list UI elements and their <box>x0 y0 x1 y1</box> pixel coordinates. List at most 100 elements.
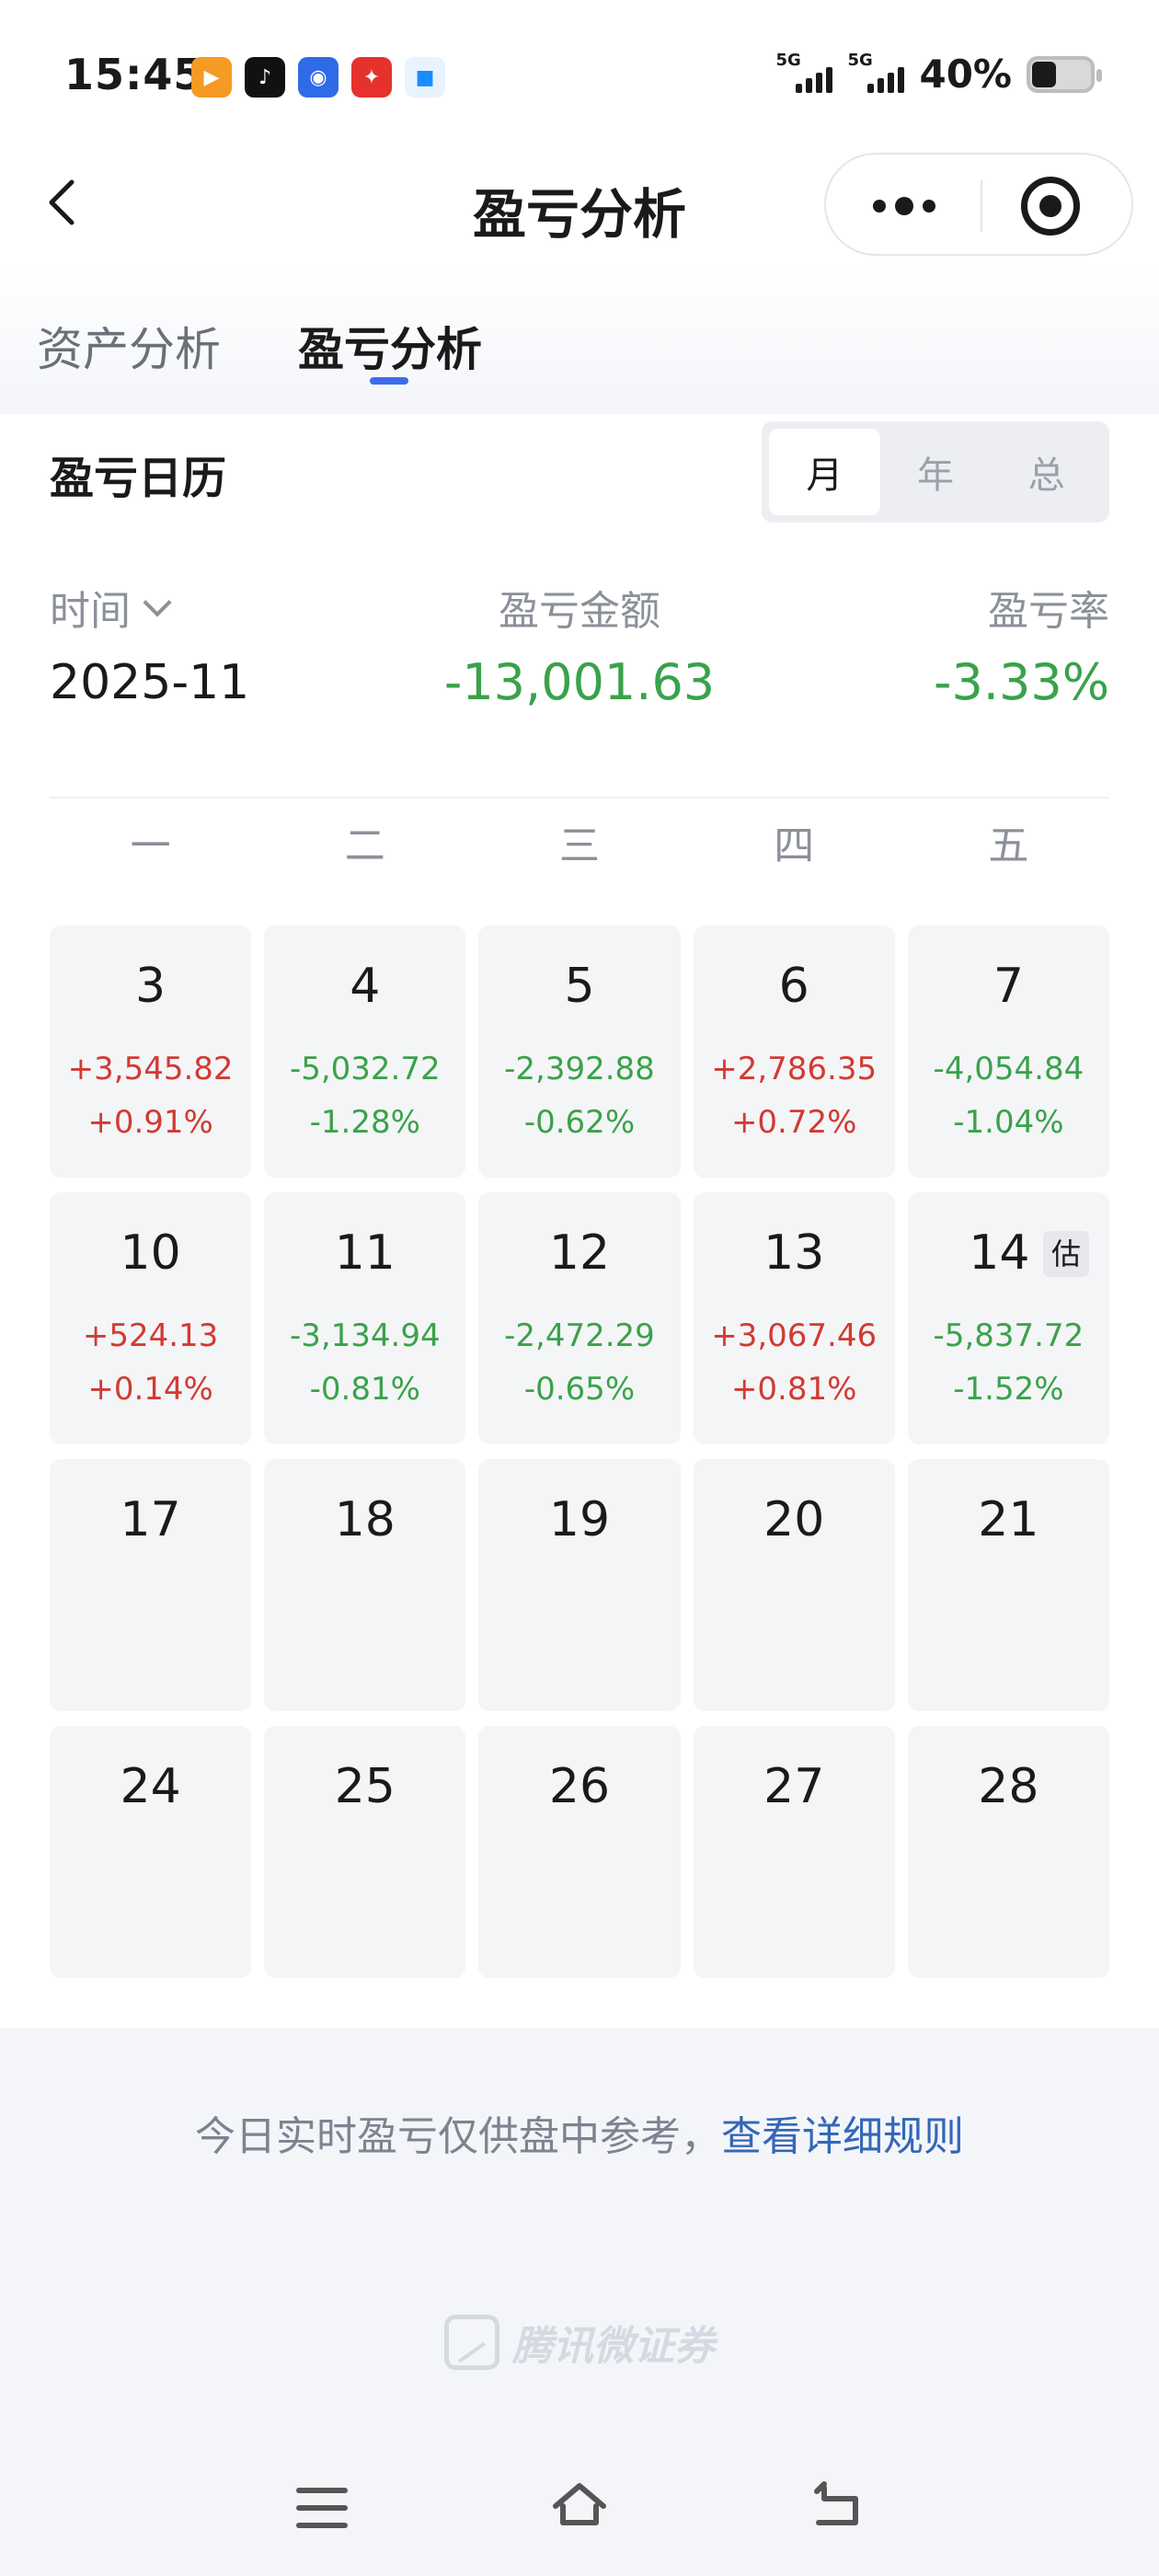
brand-watermark: 腾讯微证券 <box>0 2313 1159 2372</box>
day-pnl-amount: +2,786.35 <box>711 1051 878 1087</box>
home-icon[interactable] <box>550 2478 609 2534</box>
calendar-day-cell[interactable]: 21 <box>907 1459 1109 1711</box>
day-number: 10 <box>120 1225 181 1281</box>
watermark-text: 腾讯微证券 <box>512 2323 715 2370</box>
weekday-fri: 五 <box>988 822 1029 869</box>
segment-month[interactable]: 月 <box>769 429 880 515</box>
calendar-day-cell[interactable]: 26 <box>478 1726 681 1978</box>
tab-pnl-analysis[interactable]: 盈亏分析 <box>298 323 482 376</box>
day-pnl-amount: -5,837.72 <box>933 1317 1084 1354</box>
realtime-notice: 今日实时盈亏仅供盘中参考，查看详细规则 <box>0 2103 1159 2162</box>
day-pnl-rate: -0.65% <box>523 1371 636 1408</box>
day-number: 4 <box>350 959 381 1014</box>
calendar-day-cell[interactable]: 3 +3,545.82 +0.91% <box>50 926 252 1178</box>
day-pnl-amount: -3,134.94 <box>289 1317 441 1354</box>
month-pnl-amount: -13,001.63 <box>443 653 716 711</box>
calendar-day-cell[interactable]: 7 -4,054.84 -1.04% <box>907 926 1109 1178</box>
close-target-icon[interactable] <box>1021 177 1080 236</box>
calendar-day-cell[interactable]: 5 -2,392.88 -0.62% <box>478 926 681 1178</box>
day-number: 13 <box>763 1225 825 1281</box>
calendar-day-cell[interactable]: 14 估 -5,837.72 -1.52% <box>907 1192 1109 1444</box>
day-number: 26 <box>548 1759 611 1814</box>
notification-app-icons: ▶ ♪ ◉ ✦ ■ <box>191 57 445 98</box>
calendar-day-cell[interactable]: 19 <box>478 1459 681 1711</box>
day-number: 24 <box>120 1759 181 1814</box>
tab-asset-analysis[interactable]: 资产分析 <box>37 323 221 376</box>
calendar-day-cell[interactable]: 20 <box>693 1459 895 1711</box>
selected-month[interactable]: 2025-11 <box>50 655 250 710</box>
day-pnl-rate: +0.72% <box>730 1104 857 1141</box>
weekday-tue: 二 <box>344 822 385 869</box>
rate-label: 盈亏率 <box>988 588 1109 635</box>
signal-1-icon: 5G <box>775 51 833 93</box>
back-nav-icon[interactable] <box>809 2478 865 2534</box>
tiktok-icon: ♪ <box>245 57 285 98</box>
cloud-app-icon: ■ <box>405 57 445 98</box>
day-number: 7 <box>993 959 1024 1014</box>
tab-bar <box>0 267 1159 414</box>
month-pnl-rate: -3.33% <box>933 653 1109 711</box>
back-button[interactable] <box>37 175 92 230</box>
status-indicators: 5G 5G 40% <box>775 51 1102 97</box>
day-number: 12 <box>548 1225 611 1281</box>
calendar-day-cell[interactable]: 10 +524.13 +0.14% <box>50 1192 252 1444</box>
calendar-day-cell[interactable]: 17 <box>50 1459 252 1711</box>
calendar-day-cell[interactable]: 6 +2,786.35 +0.72% <box>693 926 895 1178</box>
day-pnl-amount: -2,472.29 <box>504 1317 655 1354</box>
weekday-mon: 一 <box>130 822 171 869</box>
rules-link[interactable]: 查看详细规则 <box>721 2113 964 2160</box>
day-number: 19 <box>548 1492 611 1547</box>
system-nav-bar <box>0 2466 1159 2548</box>
calendar-day-cell[interactable]: 13 +3,067.46 +0.81% <box>693 1192 895 1444</box>
calendar-day-cell[interactable]: 25 <box>264 1726 466 1978</box>
calendar-day-cell[interactable]: 24 <box>50 1726 252 1978</box>
calendar-grid: 3 +3,545.82 +0.91% 4 -5,032.72 -1.28% 5 -2,392.… <box>50 926 1109 1978</box>
day-number: 3 <box>135 959 166 1014</box>
segment-year[interactable]: 年 <box>917 454 954 497</box>
more-button[interactable] <box>863 182 946 230</box>
baidu-icon: ◉ <box>298 57 339 98</box>
day-pnl-rate: +0.81% <box>730 1371 857 1408</box>
day-pnl-amount: -4,054.84 <box>933 1051 1084 1087</box>
mini-program-capsule <box>824 153 1133 256</box>
day-pnl-rate: +0.91% <box>87 1104 213 1141</box>
day-number: 5 <box>564 959 595 1014</box>
day-number: 25 <box>334 1759 396 1814</box>
battery-icon <box>1027 55 1102 93</box>
day-number: 18 <box>334 1492 396 1547</box>
page-title: 盈亏分析 <box>472 183 686 246</box>
signal-2-icon: 5G <box>847 51 905 93</box>
day-pnl-rate: +0.14% <box>87 1371 213 1408</box>
estimate-badge: 估 <box>1042 1231 1089 1277</box>
shopping-app-icon: ✦ <box>351 57 392 98</box>
segment-total[interactable]: 总 <box>1027 454 1065 497</box>
calendar-day-cell[interactable]: 28 <box>907 1726 1109 1978</box>
weekday-thu: 四 <box>774 822 815 869</box>
divider <box>50 797 1109 799</box>
day-pnl-amount: +524.13 <box>82 1317 219 1354</box>
day-pnl-rate: -1.04% <box>953 1104 1064 1141</box>
chevron-left-icon <box>49 179 75 225</box>
chart-logo-icon <box>444 2315 499 2370</box>
calendar-day-cell[interactable]: 18 <box>264 1459 466 1711</box>
video-app-icon: ▶ <box>191 57 232 98</box>
section-title: 盈亏日历 <box>50 453 227 504</box>
notice-text: 今日实时盈亏仅供盘中参考， <box>195 2113 721 2160</box>
weekday-wed: 三 <box>559 822 600 869</box>
calendar-day-cell[interactable]: 11 -3,134.94 -0.81% <box>264 1192 466 1444</box>
active-tab-indicator <box>370 377 408 385</box>
status-time: 15:45 <box>64 50 204 99</box>
day-number: 20 <box>763 1492 825 1547</box>
day-pnl-amount: +3,067.46 <box>711 1317 878 1354</box>
day-pnl-amount: -5,032.72 <box>289 1051 441 1087</box>
day-pnl-rate: -0.81% <box>309 1371 420 1408</box>
day-pnl-rate: -1.52% <box>953 1371 1064 1408</box>
day-pnl-amount: +3,545.82 <box>67 1051 234 1087</box>
time-selector[interactable]: 时间 <box>50 578 172 637</box>
calendar-day-cell[interactable]: 12 -2,472.29 -0.65% <box>478 1192 681 1444</box>
menu-icon[interactable] <box>296 2488 348 2528</box>
period-segmented-control: 月 年 总 <box>762 421 1109 523</box>
amount-label: 盈亏金额 <box>499 588 660 635</box>
calendar-day-cell[interactable]: 4 -5,032.72 -1.28% <box>264 926 466 1178</box>
calendar-day-cell[interactable]: 27 <box>693 1726 895 1978</box>
